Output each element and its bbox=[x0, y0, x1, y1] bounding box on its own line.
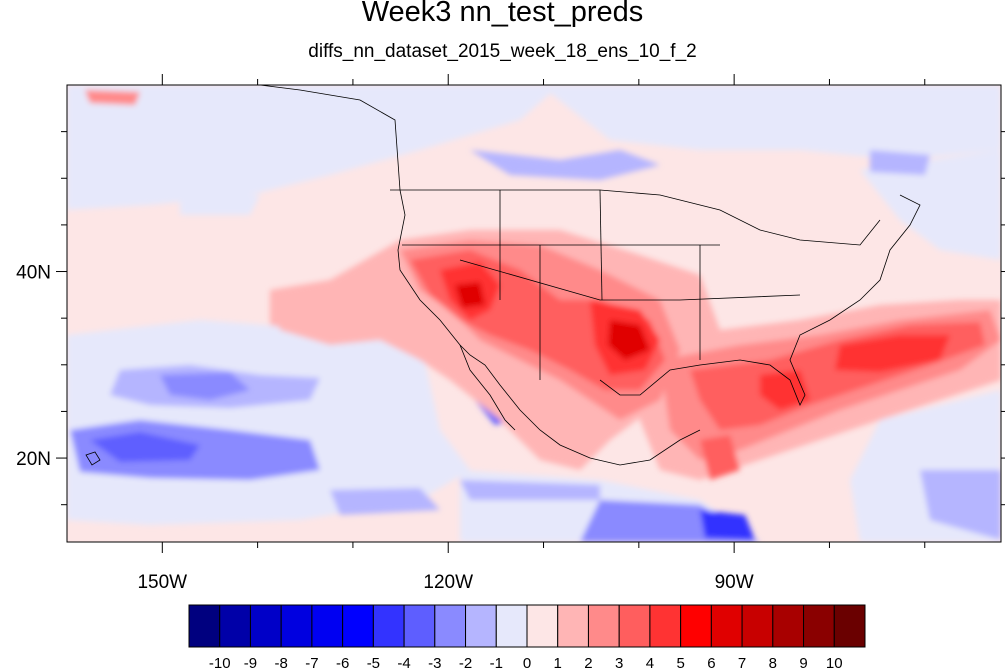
colorbar-swatch bbox=[803, 604, 835, 648]
map-title: Week3 nn_test_preds bbox=[361, 0, 644, 28]
colorbar-swatch bbox=[526, 604, 559, 648]
colorbar-swatch bbox=[311, 604, 344, 648]
colorbar-swatch bbox=[188, 604, 221, 648]
colorbar-label: -2 bbox=[459, 655, 472, 672]
colorbar-label: 5 bbox=[676, 655, 684, 672]
colorbar-label: 4 bbox=[646, 655, 654, 672]
colorbar-label: -5 bbox=[367, 655, 380, 672]
y-tick-label: 40N bbox=[16, 263, 51, 284]
colorbar-swatch bbox=[495, 604, 528, 648]
colorbar-swatch bbox=[280, 604, 313, 648]
colorbar-label: 7 bbox=[738, 655, 746, 672]
colorbar-label: 9 bbox=[799, 655, 807, 672]
colorbar-swatch bbox=[403, 604, 436, 648]
colorbar bbox=[188, 604, 866, 648]
colorbar-swatch bbox=[741, 604, 774, 648]
colorbar-swatch bbox=[219, 604, 251, 648]
y-axis: 40N 20N bbox=[16, 131, 1005, 506]
colorbar-labels: -10 -9 -8 -7 -6 -5 -4 -3 -2 -1 0 1 2 3 4 5 6 7 8 9 10 bbox=[209, 655, 843, 672]
colorbar-swatch bbox=[710, 604, 743, 648]
colorbar-label: 3 bbox=[615, 655, 623, 672]
colorbar-label: -8 bbox=[275, 655, 288, 672]
colorbar-swatch bbox=[649, 604, 682, 648]
colorbar-label: 10 bbox=[826, 655, 843, 672]
x-tick-label: 120W bbox=[423, 572, 473, 593]
colorbar-label: -6 bbox=[336, 655, 349, 672]
colorbar-swatch bbox=[587, 604, 620, 648]
colorbar-label: -1 bbox=[490, 655, 503, 672]
colorbar-swatch bbox=[249, 604, 282, 648]
x-tick-label: 150W bbox=[137, 572, 187, 593]
x-tick-label: 90W bbox=[715, 572, 754, 593]
colorbar-swatch bbox=[372, 604, 405, 648]
colorbar-swatch bbox=[557, 604, 589, 648]
colorbar-label: -3 bbox=[428, 655, 441, 672]
colorbar-label: -4 bbox=[397, 655, 410, 672]
y-tick-label: 20N bbox=[16, 449, 51, 470]
x-axis: 150W 120W 90W bbox=[137, 74, 926, 593]
colorbar-label: -9 bbox=[244, 655, 257, 672]
colorbar-label: -10 bbox=[209, 655, 231, 672]
colorbar-label: 0 bbox=[523, 655, 531, 672]
colorbar-label: 1 bbox=[554, 655, 562, 672]
contour-field bbox=[67, 85, 1001, 542]
colorbar-swatch bbox=[680, 604, 712, 648]
colorbar-swatch bbox=[434, 604, 467, 648]
colorbar-swatch bbox=[465, 604, 497, 648]
coastlines bbox=[85, 85, 921, 466]
colorbar-label: 6 bbox=[707, 655, 715, 672]
colorbar-swatch bbox=[618, 604, 651, 648]
colorbar-swatch bbox=[833, 604, 866, 648]
map-frame bbox=[66, 84, 1002, 543]
colorbar-label: -7 bbox=[305, 655, 318, 672]
colorbar-swatch bbox=[772, 604, 805, 648]
map-subtitle: diffs_nn_dataset_2015_week_18_ens_10_f_2 bbox=[308, 41, 697, 62]
colorbar-label: 8 bbox=[769, 655, 777, 672]
colorbar-swatch bbox=[342, 604, 374, 648]
colorbar-label: 2 bbox=[584, 655, 592, 672]
